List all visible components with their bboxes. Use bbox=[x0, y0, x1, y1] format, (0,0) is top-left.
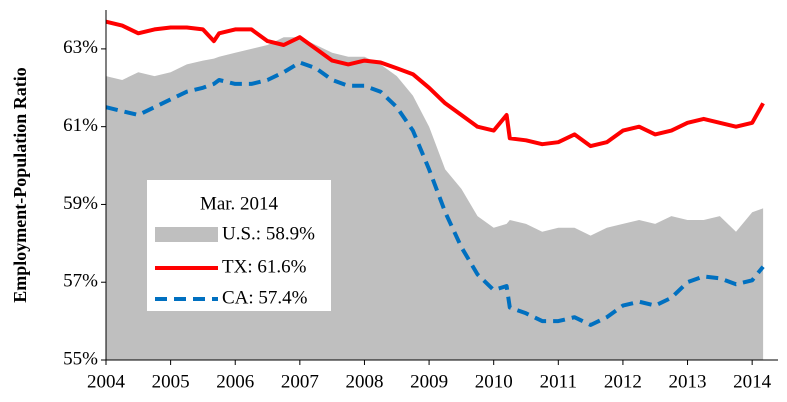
legend-swatch bbox=[155, 227, 218, 242]
x-tick-label: 2009 bbox=[410, 371, 448, 392]
x-tick-label: 2005 bbox=[152, 371, 190, 392]
x-tick-label: 2007 bbox=[281, 371, 319, 392]
y-tick-label: 59% bbox=[63, 193, 98, 214]
x-tick-label: 2004 bbox=[87, 371, 126, 392]
y-tick-label: 55% bbox=[63, 348, 98, 369]
y-axis-title: Employment-Population Ratio bbox=[10, 67, 30, 303]
y-tick-label: 61% bbox=[63, 115, 98, 136]
legend-title: Mar. 2014 bbox=[200, 193, 279, 214]
x-tick-label: 2013 bbox=[669, 371, 707, 392]
x-tick-label: 2008 bbox=[345, 371, 383, 392]
legend-box bbox=[147, 180, 331, 311]
x-tick-label: 2006 bbox=[216, 371, 254, 392]
y-tick-label: 63% bbox=[63, 37, 98, 58]
x-tick-label: 2010 bbox=[475, 371, 513, 392]
legend-label: CA: 57.4% bbox=[222, 287, 308, 308]
x-tick-label: 2014 bbox=[733, 371, 772, 392]
x-tick-label: 2011 bbox=[540, 371, 577, 392]
legend-label: TX: 61.6% bbox=[222, 256, 307, 277]
y-tick-label: 57% bbox=[63, 271, 98, 292]
legend-label: U.S.: 58.9% bbox=[222, 223, 315, 244]
line bbox=[105, 60, 765, 327]
x-tick-label: 2012 bbox=[604, 371, 642, 392]
line bbox=[105, 19, 765, 149]
